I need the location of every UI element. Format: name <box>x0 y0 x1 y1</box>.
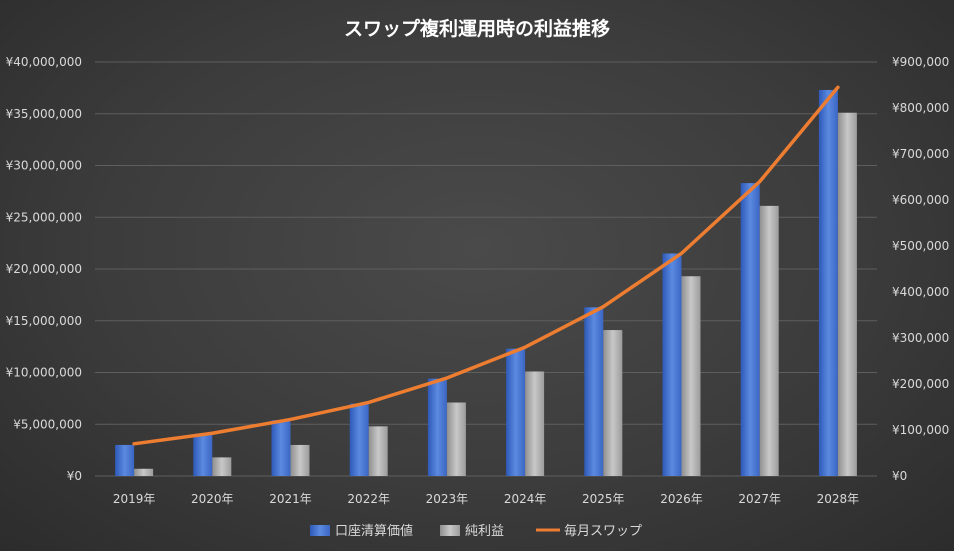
chart-title: スワップ複利運用時の利益推移 <box>344 17 610 40</box>
legend: 口座清算価値 純利益 毎月スワップ <box>310 523 642 539</box>
line-monthly-swap <box>132 85 840 446</box>
line-point <box>132 442 136 446</box>
right-tick-label: ¥700,000 <box>892 147 949 161</box>
bar-account-value <box>427 378 447 476</box>
left-tick-label: ¥20,000,000 <box>6 262 82 276</box>
line-point <box>601 305 605 309</box>
bar-net-profit <box>525 371 545 476</box>
x-tick-label: 2025年 <box>582 492 625 506</box>
left-axis: ¥0 ¥5,000,000 ¥10,000,000 ¥15,000,000 ¥20,00… <box>6 55 82 483</box>
bar-account-value <box>740 183 760 476</box>
bar-account-value <box>818 89 838 476</box>
left-tick-label: ¥15,000,000 <box>6 314 82 328</box>
left-tick-label: ¥35,000,000 <box>6 107 82 121</box>
x-tick-label: 2028年 <box>817 492 860 506</box>
x-tick-label: 2022年 <box>347 492 390 506</box>
bar-net-profit <box>681 276 701 476</box>
bar-net-profit <box>368 426 388 476</box>
line-point <box>445 376 449 380</box>
bar-net-profit <box>212 457 232 476</box>
line-point <box>367 400 371 404</box>
right-tick-label: ¥500,000 <box>892 239 949 253</box>
line-point <box>836 85 840 89</box>
right-tick-label: ¥200,000 <box>892 377 949 391</box>
left-tick-label: ¥0 <box>67 469 82 483</box>
x-tick-label: 2023年 <box>426 492 469 506</box>
bar-net-profit <box>290 444 310 476</box>
gridlines <box>95 61 877 477</box>
left-tick-label: ¥30,000,000 <box>6 159 82 173</box>
bar-account-value <box>506 348 526 476</box>
left-tick-label: ¥40,000,000 <box>6 55 82 69</box>
legend-label: 純利益 <box>465 524 504 539</box>
left-tick-label: ¥5,000,000 <box>13 417 82 431</box>
x-axis: 2019年 2020年 2021年 2022年 2023年 2024年 2025年 2026年… <box>113 492 859 506</box>
legend-swatch <box>440 525 460 536</box>
line-point <box>523 345 527 349</box>
x-tick-label: 2027年 <box>738 492 781 506</box>
right-tick-label: ¥100,000 <box>892 423 949 437</box>
bar-account-value <box>271 420 291 476</box>
bar-account-value <box>662 253 682 476</box>
line-point <box>210 431 214 435</box>
right-tick-label: ¥600,000 <box>892 193 949 207</box>
right-tick-label: ¥0 <box>892 469 907 483</box>
x-tick-label: 2020年 <box>191 492 234 506</box>
right-tick-label: ¥900,000 <box>892 55 949 69</box>
bar-net-profit <box>446 402 466 476</box>
bar-net-profit <box>759 205 779 477</box>
bars <box>115 89 857 477</box>
bar-account-value <box>584 307 604 476</box>
bar-net-profit <box>134 468 154 476</box>
x-tick-label: 2019年 <box>113 492 156 506</box>
legend-label: 毎月スワップ <box>564 523 642 539</box>
swap-line <box>132 85 840 446</box>
left-tick-label: ¥10,000,000 <box>6 366 82 380</box>
right-tick-label: ¥400,000 <box>892 285 949 299</box>
right-tick-label: ¥800,000 <box>892 101 949 115</box>
line-point <box>758 180 762 184</box>
right-tick-label: ¥300,000 <box>892 331 949 345</box>
bar-account-value <box>193 434 213 476</box>
x-tick-label: 2021年 <box>269 492 312 506</box>
left-tick-label: ¥25,000,000 <box>6 210 82 224</box>
x-tick-label: 2026年 <box>660 492 703 506</box>
right-axis: ¥0 ¥100,000 ¥200,000 ¥300,000 ¥400,000 ¥500,0… <box>892 55 949 483</box>
bar-account-value <box>115 444 135 476</box>
legend-label: 口座清算価値 <box>335 523 413 539</box>
legend-swatch <box>310 525 330 536</box>
bar-net-profit <box>837 112 857 476</box>
line-point <box>289 417 292 421</box>
line-point <box>680 251 683 255</box>
bar-net-profit <box>603 330 623 476</box>
bar-account-value <box>349 403 369 476</box>
x-tick-label: 2024年 <box>504 492 547 506</box>
